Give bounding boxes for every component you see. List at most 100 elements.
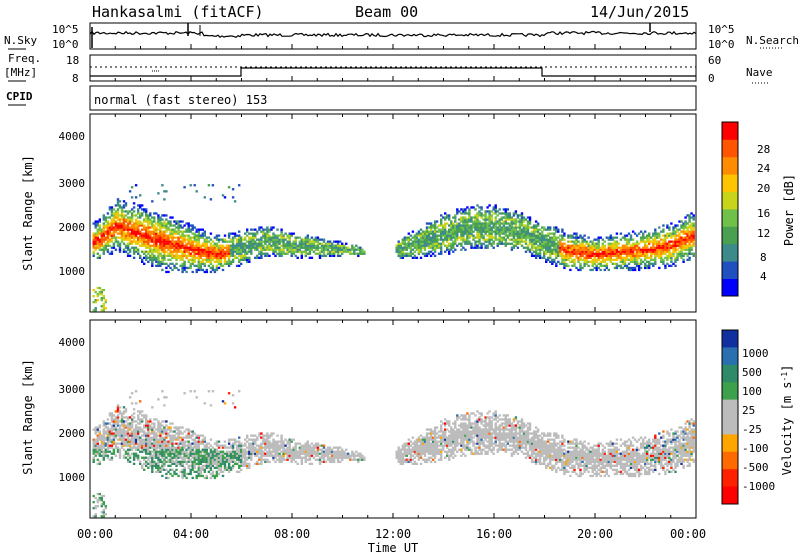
power-cell [454,242,457,245]
power-cell [561,228,564,231]
power-cell [98,228,101,231]
power-cell [290,252,293,255]
power-cell [668,250,671,253]
power-cell [569,244,572,247]
power-cell [658,250,661,253]
power-cbar-segment [722,278,738,297]
velocity-cell [141,442,144,445]
power-cell [165,230,168,233]
velocity-cell [120,422,124,425]
velocity-cell [187,460,190,463]
power-cell [545,228,548,231]
power-cell [173,250,176,253]
power-cell [674,236,677,239]
power-cell [589,244,592,247]
power-cell [518,226,522,229]
power-cell [310,246,314,249]
power-cell [480,234,483,237]
power-cell [205,254,208,257]
power-cell [450,224,453,227]
velocity-cell [227,450,231,453]
velocity-cell [215,454,219,457]
power-cell [126,218,130,221]
velocity-cell [187,442,190,445]
velocity-cell [203,440,206,443]
power-cell [660,230,663,233]
power-cell [357,254,360,257]
power-cell [650,240,653,243]
velocity-cell [134,442,138,445]
velocity-cell [94,426,97,429]
power-cell [472,230,475,233]
power-cell [575,250,578,253]
power-cell [547,226,550,229]
power-cell [555,252,558,255]
power-cell [587,244,590,247]
power-cell [526,248,530,251]
power-cell [256,232,259,235]
power-cell [534,254,538,257]
power-cell [498,236,501,239]
power-cell [615,240,619,243]
velocity-cell [147,428,150,431]
power-cell [316,242,320,245]
power-cell [678,254,681,257]
power-cell [646,248,649,251]
power-cell [165,218,168,221]
power-cell [147,226,150,229]
power-cell [201,260,204,263]
power-cell [433,230,437,233]
velocity-cell [199,466,202,469]
velocity-cell [175,442,178,445]
velocity-cell [189,442,192,445]
power-cell [193,226,196,229]
power-cell [633,256,637,259]
power-cell [427,240,431,243]
velocity-cell [153,450,156,453]
power-cell [571,248,574,251]
power-cell [132,232,136,235]
velocity-cell [161,474,164,478]
velocity-cell [197,452,200,455]
power-cell [191,258,194,261]
power-cell [688,234,691,237]
velocity-cell [169,454,172,457]
power-cell [413,250,417,253]
velocity-cell [205,456,208,459]
velocity-cell [96,444,99,447]
power-cell [664,242,667,245]
power-cell [268,244,271,247]
power-cell [165,240,168,243]
power-cell [116,216,120,219]
power-cell [405,248,408,251]
power-cell [648,260,651,263]
power-cell [639,240,643,243]
power-cell [181,238,184,241]
power-cell [197,266,200,270]
power-cell [454,236,457,239]
velocity-cell [215,464,219,467]
power-cell [623,246,627,249]
velocity-cell [195,436,198,439]
power-cell [197,260,200,263]
power-cell [494,226,497,229]
velocity-cell [161,444,164,447]
power-cell [508,228,511,231]
power-cell [98,246,101,249]
power-cell [464,230,467,233]
power-cell [403,238,406,241]
power-cell [130,216,134,219]
power-cell [108,208,112,211]
power-cell [577,258,580,261]
power-cell [585,250,588,253]
power-cell [143,208,146,211]
power-cell [415,236,419,239]
power-cell [118,220,122,223]
power-cell [672,234,675,237]
power-cell [514,244,518,247]
power-cell [137,212,140,215]
power-cell [225,260,229,263]
velocity-cell [92,456,95,459]
power-cell [682,232,685,235]
velocity-cell [134,438,138,441]
